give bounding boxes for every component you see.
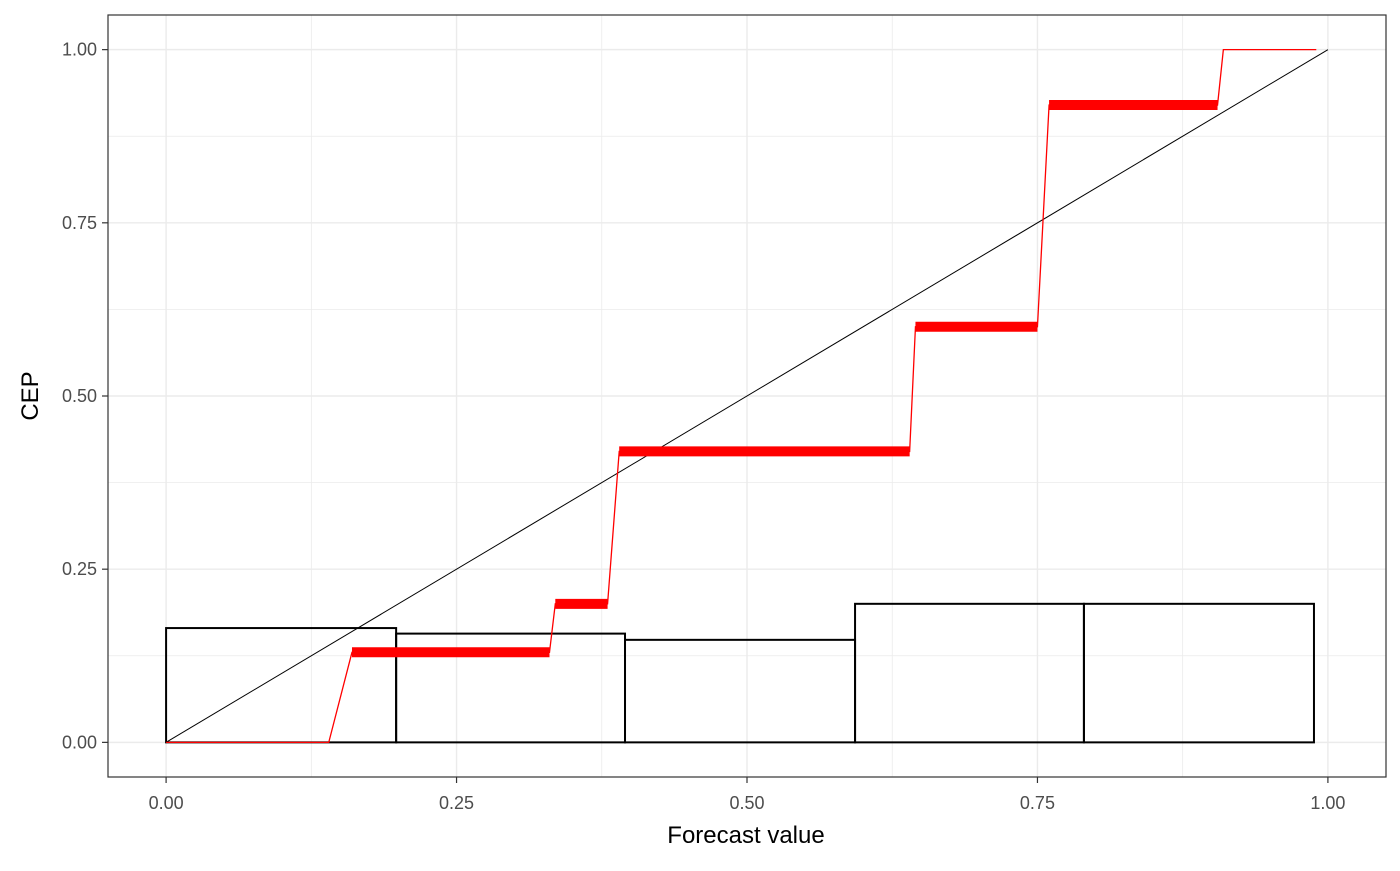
x-axis-ticks: 0.00 0.25 0.50 0.75 1.00: [149, 777, 1345, 813]
y-tick-label: 1.00: [62, 40, 97, 60]
x-tick-label: 1.00: [1310, 793, 1345, 813]
cep-series: [166, 48, 1317, 744]
diagonal-line: [165, 49, 1329, 743]
y-tick-label: 0.25: [62, 559, 97, 579]
y-tick-label: 0.00: [62, 732, 97, 752]
y-axis-title: CEP: [17, 371, 44, 420]
histogram: [165, 602, 1315, 744]
diagonal-reference: [165, 49, 1329, 743]
x-tick-label: 0.25: [439, 793, 474, 813]
histogram-bar: [1082, 602, 1315, 744]
x-tick-label: 0.50: [729, 793, 764, 813]
y-tick-label: 0.50: [62, 386, 97, 406]
x-tick-label: 0.75: [1020, 793, 1055, 813]
y-axis-ticks: 0.00 0.25 0.50 0.75 1.00: [62, 40, 108, 752]
x-tick-label: 0.00: [149, 793, 184, 813]
y-tick-label: 0.75: [62, 213, 97, 233]
x-axis-title: Forecast value: [667, 822, 824, 849]
